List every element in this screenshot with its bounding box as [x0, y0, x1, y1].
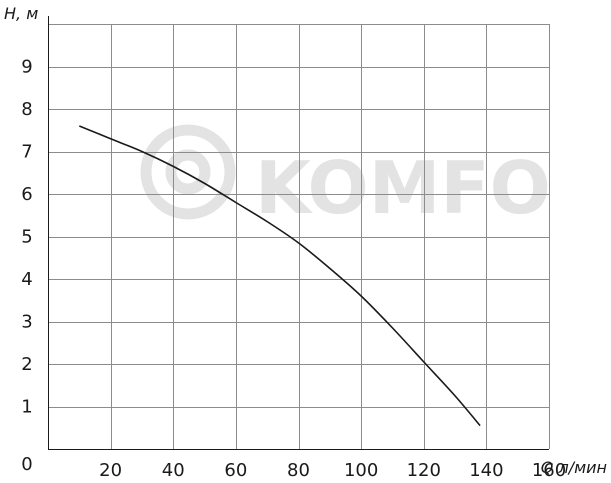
y-tick-label-6: 6: [21, 184, 32, 205]
x-axis-title: Q л/мин: [541, 458, 607, 477]
watermark-ring-inner: [165, 149, 211, 195]
y-axis-title: H, м: [4, 4, 38, 23]
y-tick-label-9: 9: [21, 57, 32, 78]
watermark-text: KOMFO: [255, 146, 551, 230]
tick-labels: 20 40 60 80 100 120 140 160 1 2 3 4 5 6 7 8 9 0 H, м Q л/ми…: [4, 4, 607, 481]
y-tick-label-3: 3: [21, 312, 32, 333]
y-tick-label-5: 5: [21, 227, 32, 248]
x-tick-label-100: 100: [344, 460, 378, 481]
y-tick-label-4: 4: [21, 269, 32, 290]
x-tick-label-160: 160: [532, 460, 566, 481]
y-tick-label-8: 8: [21, 99, 32, 120]
x-tick-label-140: 140: [469, 460, 503, 481]
x-tick-label-120: 120: [407, 460, 441, 481]
watermark: KOMFO: [140, 124, 551, 230]
x-tick-label-60: 60: [224, 460, 247, 481]
x-tick-label-20: 20: [99, 460, 122, 481]
watermark-ring-outer: [140, 124, 236, 220]
y-tick-label-7: 7: [21, 142, 32, 163]
y-tick-label-1: 1: [21, 397, 32, 418]
y-tick-label-2: 2: [21, 354, 32, 375]
axes: [48, 16, 549, 450]
series-line-0: [79, 125, 481, 427]
x-tick-label-80: 80: [287, 460, 310, 481]
series: [79, 125, 481, 427]
origin-label: 0: [21, 454, 32, 475]
grid: [48, 24, 550, 449]
x-tick-label-40: 40: [162, 460, 185, 481]
